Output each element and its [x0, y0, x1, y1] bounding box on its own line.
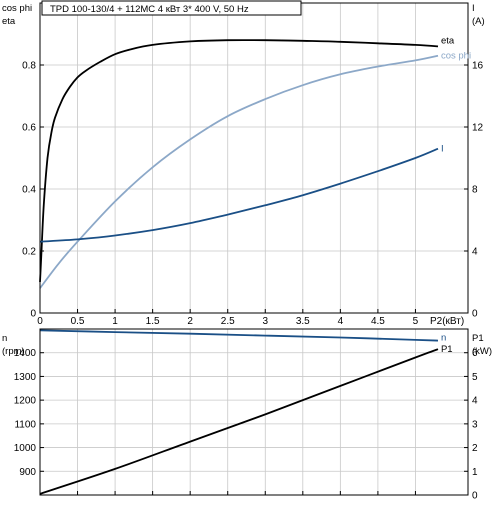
- y-right-tick-label: 4: [472, 396, 478, 407]
- x-tick-label: 2.5: [221, 316, 235, 327]
- y-left-tick-label: 0.2: [22, 247, 36, 258]
- y-right-tick-label: 16: [472, 61, 484, 72]
- text-layer: TPD 100-130/4 + 112MC 4 кВт 3* 400 V, 50…: [2, 0, 492, 502]
- y-left-axis-label: eta: [2, 16, 16, 27]
- series-line-eta: [39, 39, 439, 283]
- y-left-tick-label: 1200: [14, 396, 37, 407]
- y-right-tick-label: 8: [472, 185, 478, 196]
- y-right-tick-label: 0: [472, 309, 478, 320]
- series-label-eta: eta: [441, 35, 455, 46]
- y-right-tick-label: 0: [472, 491, 478, 501]
- y-left-tick-label: 0.8: [22, 61, 36, 72]
- y-right-tick-label: 5: [472, 372, 478, 383]
- y-left-tick-label: 1400: [14, 348, 37, 359]
- plot-frame: [39, 328, 469, 496]
- y-right-tick-label: 4: [472, 247, 478, 258]
- series-label-p1: P1: [441, 344, 453, 355]
- series-line-i: [39, 147, 439, 243]
- series-label-n: n: [441, 333, 446, 344]
- chart-title: TPD 100-130/4 + 112MC 4 кВт 3* 400 V, 50…: [50, 4, 249, 15]
- x-axis-label: P2(кВт): [430, 316, 464, 327]
- y-left-tick-label: 1100: [14, 419, 36, 430]
- x-tick-label: 2: [187, 316, 193, 327]
- x-tick-label: 4.5: [371, 316, 385, 327]
- x-tick-label: 4: [338, 316, 344, 327]
- x-tick-label: 0: [37, 316, 43, 327]
- x-tick-label: 5: [413, 316, 419, 327]
- series-label-i: I: [441, 144, 444, 155]
- series-line-n: [39, 329, 439, 342]
- y-left-tick-label: 1300: [14, 372, 37, 383]
- y-left-axis-label: n: [2, 333, 7, 344]
- x-tick-label: 3: [262, 316, 268, 327]
- y-right-tick-label: 1: [472, 467, 478, 478]
- y-left-tick-label: 0.6: [22, 123, 36, 134]
- series-line-cos-phi: [39, 54, 439, 289]
- y-right-axis-label: I: [472, 3, 475, 14]
- x-tick-label: 3.5: [296, 316, 310, 327]
- y-left-tick-label: 0: [30, 309, 36, 320]
- x-tick-label: 0.5: [71, 316, 85, 327]
- y-right-tick-label: 3: [472, 419, 478, 430]
- series-label-cos-phi: cos phi: [441, 51, 471, 62]
- y-right-tick-label: 2: [472, 443, 478, 454]
- series-line-p1: [39, 348, 439, 495]
- y-left-tick-label: 1000: [14, 443, 37, 454]
- y-left-tick-label: 0.4: [22, 185, 36, 196]
- y-left-axis-label: (rpm): [2, 346, 25, 357]
- y-right-tick-label: 12: [472, 123, 484, 134]
- y-right-axis-label: (kW): [472, 346, 492, 357]
- y-right-axis-label: (A): [472, 16, 485, 27]
- grid-layer: [40, 3, 468, 495]
- title-box: [41, 0, 302, 16]
- y-right-tick-label: 6: [472, 348, 478, 359]
- series-layer: [39, 39, 439, 495]
- y-left-axis-label: cos phi: [2, 3, 32, 14]
- x-tick-label: 1: [112, 316, 118, 327]
- y-left-tick-label: 900: [19, 467, 36, 478]
- x-tick-label: 1.5: [146, 316, 160, 327]
- y-right-axis-label: P1: [472, 333, 484, 344]
